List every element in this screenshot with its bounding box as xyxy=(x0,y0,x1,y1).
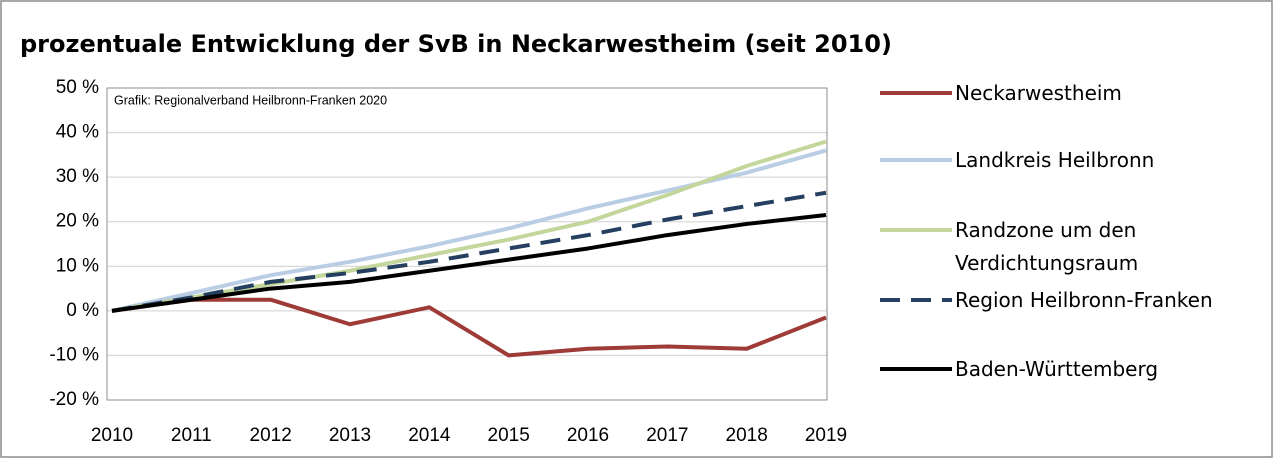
legend-label: Baden-Württemberg xyxy=(955,356,1159,381)
x-tick-label: 2013 xyxy=(329,425,371,446)
legend-label: Neckarwestheim xyxy=(955,80,1122,105)
legend-label: Region Heilbronn-Franken xyxy=(955,287,1213,312)
x-tick-label: 2019 xyxy=(805,425,847,446)
y-tick-label: 50 % xyxy=(56,77,99,98)
x-tick-label: 2014 xyxy=(408,425,451,446)
series-line xyxy=(111,139,827,313)
x-tick-label: 2018 xyxy=(726,425,768,446)
series-line xyxy=(111,297,827,358)
x-tick-label: 2015 xyxy=(488,425,530,446)
y-tick-label: 30 % xyxy=(56,166,99,187)
y-tick-label: -10 % xyxy=(49,344,99,365)
y-tick-label: 20 % xyxy=(56,211,99,232)
series-line xyxy=(111,190,827,313)
x-tick-label: 2010 xyxy=(91,425,133,446)
x-tick-label: 2016 xyxy=(567,425,609,446)
y-tick-label: 0 % xyxy=(66,300,99,321)
series-line xyxy=(111,213,827,313)
x-tick-label: 2012 xyxy=(250,425,292,446)
y-tick-label: 10 % xyxy=(56,255,99,276)
x-tick-label: 2011 xyxy=(171,425,212,446)
y-tick-label: 40 % xyxy=(56,122,99,143)
legend-label: Landkreis Heilbronn xyxy=(955,147,1155,172)
chart-title: prozentuale Entwicklung der SvB in Necka… xyxy=(20,30,892,58)
y-tick-label: -20 % xyxy=(49,389,99,410)
plot-area xyxy=(106,87,828,401)
x-tick-label: 2017 xyxy=(646,425,688,446)
annotation: Grafik: Regionalverband Heilbronn-Franke… xyxy=(114,93,387,107)
legend-label: Randzone um den Verdichtungsraum xyxy=(955,217,1139,275)
